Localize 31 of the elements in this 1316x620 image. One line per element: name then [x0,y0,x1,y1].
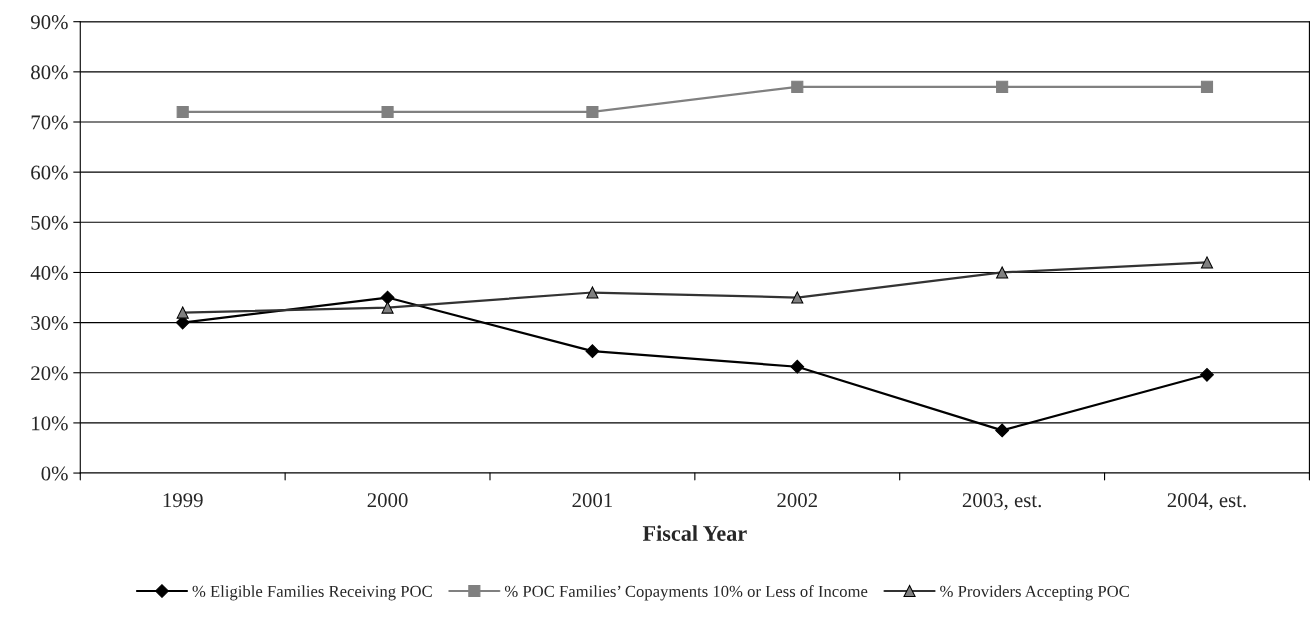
y-tick-label: 50% [31,215,68,230]
point [381,105,394,119]
y-tick-label: 30% [31,315,68,331]
y-tick-label: 60% [31,165,68,180]
point [1200,367,1214,382]
legend-label: % Eligible Families Receiving POC [192,585,432,601]
point [790,359,805,374]
x-tick-label: 2001 [572,493,612,508]
point [791,80,804,93]
y-tick-label: 0% [41,466,68,481]
y-tick-label: 90% [30,15,68,30]
x-tick-label: 2003, est. [962,493,1041,511]
point [996,80,1009,93]
point [995,423,1010,438]
point [586,105,599,119]
x-tick-label: 2000 [367,493,408,508]
y-tick-label: 10% [32,416,68,431]
x-tick-label: 2004, est. [1167,493,1246,511]
point [585,344,600,359]
y-tick-label: 80% [31,65,68,80]
y-tick-label: 40% [30,265,68,280]
legend-label: % POC Families’ Copayments 10% or Less of Income [504,585,868,601]
x-tick-label: 2002 [777,493,817,508]
legend-label: % Providers Accepting POC [940,585,1129,601]
y-tick-label: 70% [31,115,68,130]
point [1200,80,1214,93]
point [176,105,189,119]
x-axis-title: Fiscal Year [642,525,747,541]
x-tick-label: 1999 [163,493,203,508]
point [380,290,395,305]
y-tick-label: 20% [31,366,68,381]
